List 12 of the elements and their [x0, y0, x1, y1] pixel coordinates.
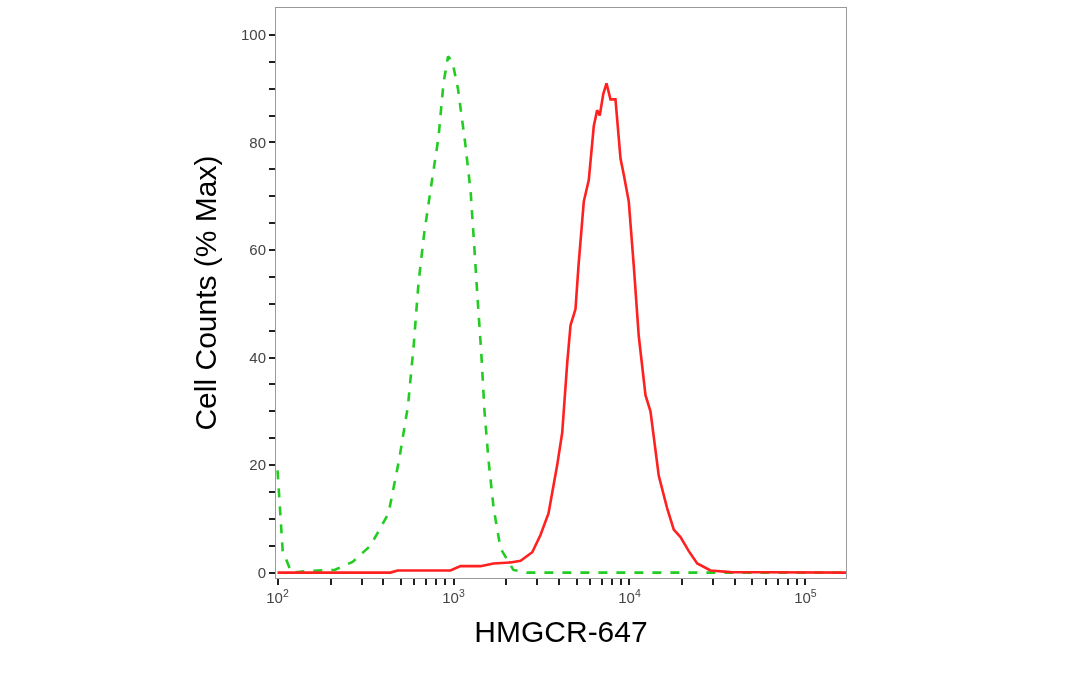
y-tick-label: 80: [249, 133, 266, 151]
x-tick-label: 10$^{2}$: [266, 586, 289, 606]
y-tick-label: 100: [240, 26, 266, 44]
y-tick-label: 40: [249, 348, 266, 366]
x-axis-title: HMGCR-647: [474, 614, 648, 648]
y-axis-title: Cell Counts (% Max): [188, 155, 222, 431]
x-tick-label: 10$^{3}$: [442, 586, 465, 606]
x-tick-label: 10$^{4}$: [618, 586, 641, 606]
y-tick-label: 0: [257, 563, 266, 581]
x-tick-label: 10$^{5}$: [794, 586, 817, 606]
y-tick-label: 60: [249, 241, 266, 259]
y-tick-label: 20: [249, 456, 266, 474]
